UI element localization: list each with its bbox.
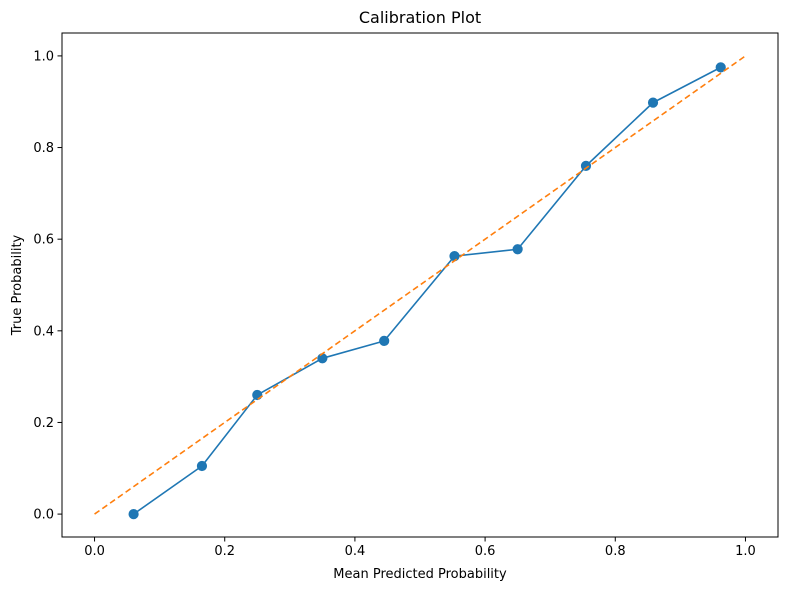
calibration-point	[715, 62, 726, 73]
x-tick-label: 0.6	[475, 544, 496, 559]
y-tick-label: 0.8	[33, 141, 54, 156]
x-tick-label: 0.8	[605, 544, 626, 559]
x-tick-label: 0.4	[345, 544, 366, 559]
calibration-point	[580, 160, 592, 171]
calibration-point	[379, 335, 390, 346]
y-axis: 0.0 0.2 0.4 0.6 0.8 1.0	[33, 49, 62, 523]
calibration-curve-line	[132, 66, 722, 515]
calibration-point	[512, 244, 523, 255]
x-tick-label: 0.2	[214, 544, 235, 559]
calibration-point	[317, 353, 328, 364]
x-tick-label: 0.0	[84, 544, 105, 559]
y-tick-label: 0.0	[33, 508, 54, 523]
y-tick-label: 0.2	[33, 416, 54, 431]
calibration-point	[128, 508, 139, 520]
perfect-calibration-line	[94, 55, 746, 515]
series-layer	[94, 55, 746, 520]
calibration-point	[647, 97, 659, 108]
y-tick-label: 1.0	[33, 49, 54, 64]
x-tick-label: 1.0	[735, 544, 756, 559]
y-tick-label: 0.4	[33, 324, 54, 339]
calibration-point	[449, 251, 460, 262]
y-axis-title: True Probability	[10, 234, 25, 336]
calibration-point	[196, 460, 208, 472]
x-axis: 0.0 0.2 0.4 0.6 0.8 1.0	[84, 537, 756, 559]
plot-area	[61, 32, 779, 538]
y-tick-label: 0.6	[33, 233, 54, 248]
chart-title: Calibration Plot	[359, 8, 481, 27]
x-axis-title: Mean Predicted Probability	[333, 567, 507, 582]
plot-border	[61, 32, 779, 538]
